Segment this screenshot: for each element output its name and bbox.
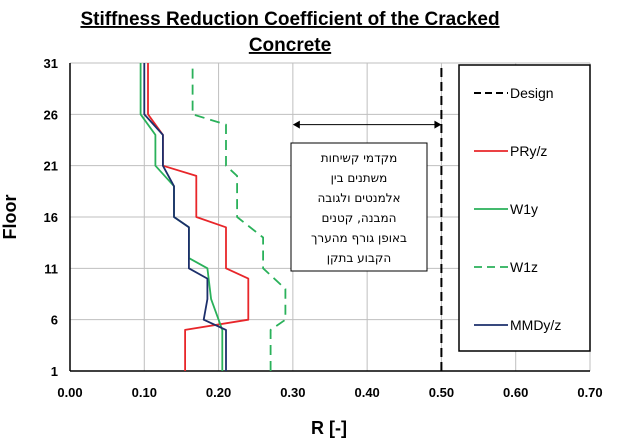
x-tick-label: 0.70 [577, 385, 602, 400]
legend-label-mmdy-z: MMDy/z [510, 317, 561, 333]
y-tick-label: 31 [44, 56, 58, 71]
y-axis-title: Floor [0, 195, 20, 240]
series-line-w1z [191, 63, 287, 371]
x-axis-title: R [-] [311, 418, 347, 438]
chart-title-line-2: Concrete [249, 35, 331, 56]
x-tick-label: 0.40 [354, 385, 379, 400]
annotation-box [290, 142, 428, 272]
legend-box [458, 64, 591, 352]
x-tick-label: 0.30 [280, 385, 305, 400]
annotation-line-6: הקבוע בתקן [327, 251, 392, 265]
x-tick-label: 0.60 [503, 385, 528, 400]
annotation-arrow [292, 120, 442, 129]
annotation-line-1: מקדמי קשיחות [321, 151, 398, 165]
x-tick-label: 0.10 [132, 385, 157, 400]
annotation-line-2: משתנים בין [331, 171, 388, 185]
x-tick-labels: 0.00 0.10 0.20 0.30 0.40 0.50 0.60 0.70 [57, 385, 602, 400]
series-line-mmdy-z [143, 63, 227, 371]
x-tick-label: 0.20 [206, 385, 231, 400]
y-tick-label: 1 [51, 364, 58, 379]
legend-label-pry-z: PRy/z [510, 143, 547, 159]
y-tick-label: 21 [44, 159, 58, 174]
legend: Design PRy/z W1y W1z MMDy/z [458, 64, 591, 352]
y-tick-label: 6 [51, 313, 58, 328]
y-tick-label: 16 [44, 210, 58, 225]
series-lines [139, 63, 443, 371]
annotation-line-5: באופן גורף מהערך [311, 231, 407, 245]
annotation: מקדמי קשיחות משתנים בין אלמנטים ולגובה ה… [290, 120, 442, 272]
annotation-line-4: המבנה, קטנים [322, 211, 397, 225]
x-tick-label: 0.00 [57, 385, 82, 400]
x-tick-label: 0.50 [429, 385, 454, 400]
legend-label-design: Design [510, 85, 554, 101]
annotation-line-3: אלמנטים ולגובה [317, 191, 400, 205]
y-tick-label: 11 [44, 261, 58, 276]
legend-label-w1z: W1z [510, 259, 538, 275]
annotation-arrow-head-right [434, 120, 442, 129]
chart-title-line-1: Stiffness Reduction Coefficient of the C… [80, 9, 499, 30]
axes [69, 63, 590, 372]
legend-label-w1y: W1y [510, 201, 538, 217]
y-tick-label: 26 [44, 107, 58, 122]
annotation-arrow-head-left [292, 120, 300, 129]
